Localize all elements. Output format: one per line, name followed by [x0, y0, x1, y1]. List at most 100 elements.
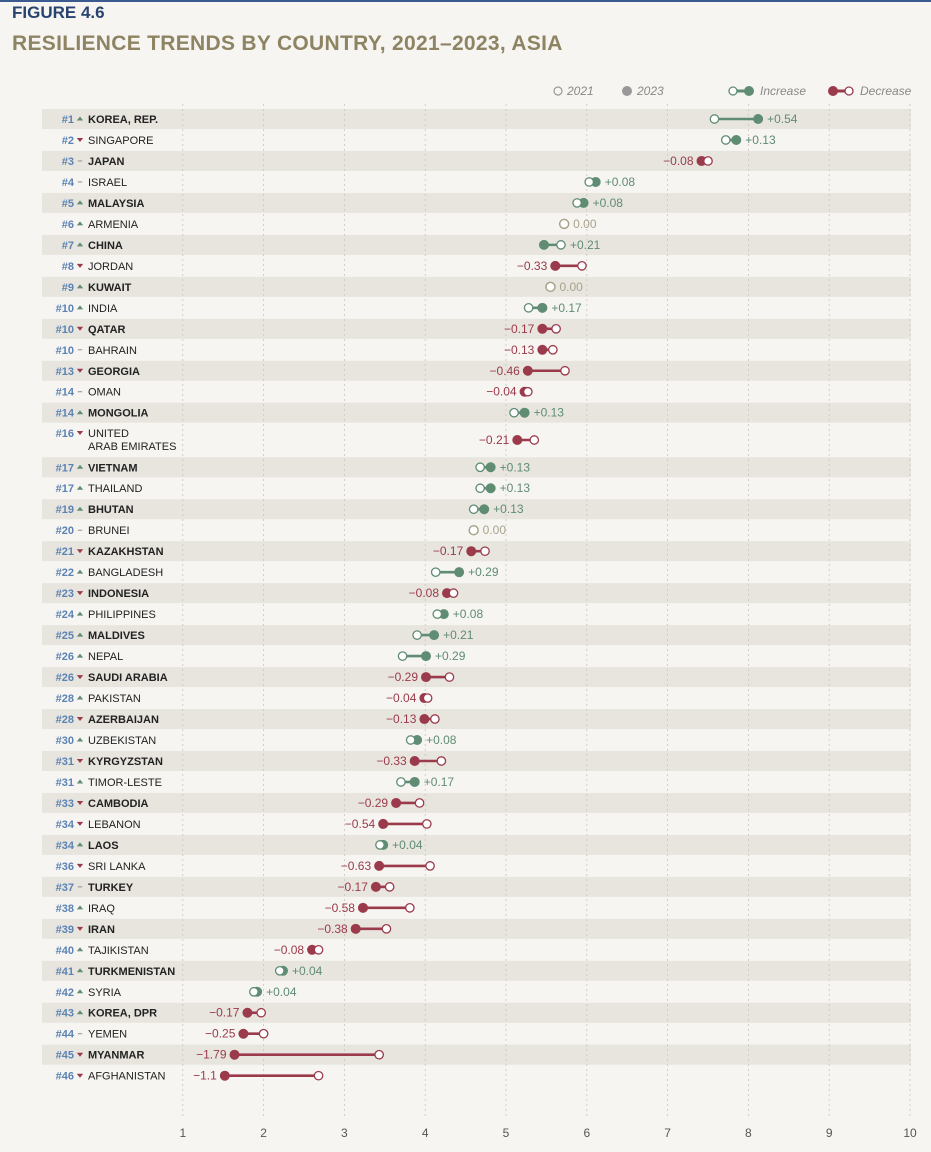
rank-label: #10: [56, 303, 74, 315]
value-2021-point: [522, 386, 533, 397]
rank-label: #28: [56, 714, 74, 726]
country-label: SINGAPORE: [88, 135, 153, 147]
chart-row: #10 QATAR −0.17: [56, 322, 561, 336]
rank-up-arrow-icon: [76, 464, 84, 469]
chart-row: #45 MYANMAR −1.79: [56, 1048, 384, 1062]
chart-row: #8 JORDAN −0.33: [62, 259, 587, 273]
chart-row: #44 YEMEN −0.25: [56, 1027, 269, 1041]
rank-label: #38: [56, 903, 74, 915]
rank-label: #34: [56, 840, 75, 852]
value-2021-point: [313, 944, 324, 955]
value-2021-point: [448, 588, 459, 598]
rank-label: #39: [56, 924, 74, 936]
country-label: THAILAND: [88, 483, 142, 495]
rank-up-arrow-icon: [76, 305, 84, 310]
change-value-label: −0.25: [205, 1027, 236, 1041]
value-2021-point: [468, 504, 479, 515]
value-2023-point: [537, 323, 548, 334]
change-value-label: 0.00: [559, 280, 583, 294]
rank-label: #37: [56, 882, 74, 894]
rank-up-arrow-icon: [76, 989, 84, 994]
value-2023-point: [479, 504, 490, 515]
rank-up-arrow-icon: [76, 737, 84, 742]
chart-row: #26 SAUDI ARABIA −0.29: [56, 670, 455, 684]
value-2023-point: [519, 407, 530, 418]
change-value-label: −0.21: [479, 433, 510, 447]
x-tick-label: 6: [583, 1126, 590, 1140]
chart-row: #38 IRAQ −0.58: [56, 901, 415, 915]
legend-increase-open: [728, 86, 738, 96]
rank-label: #10: [56, 324, 74, 336]
value-2021-point: [480, 546, 490, 557]
change-value-label: −0.58: [325, 901, 356, 915]
row-band: [42, 234, 911, 255]
x-axis-ticks: 1 2 3 4 5 6 7 8 9 10: [179, 1126, 917, 1140]
chart-row: #41 TURKMENISTAN +0.04: [56, 964, 323, 978]
country-label: SRI LANKA: [88, 861, 146, 873]
rank-label: #14: [56, 387, 75, 399]
row-band: [42, 1002, 911, 1023]
rank-down-arrow-icon: [76, 430, 84, 435]
country-label: AFGHANISTAN: [88, 1071, 165, 1083]
change-value-label: +0.54: [767, 112, 798, 126]
country-label: PAKISTAN: [88, 693, 141, 705]
change-value-label: +0.04: [266, 985, 297, 999]
chart-row: #24 PHILIPPINES +0.08: [56, 607, 484, 621]
country-label: JORDAN: [88, 261, 133, 273]
chart-row: #17 THAILAND +0.13: [56, 481, 531, 495]
value-2023-point: [229, 1049, 240, 1060]
value-2021-point: [313, 1070, 324, 1081]
row-band: [42, 834, 911, 855]
chart-row: #21 KAZAKHSTAN −0.17: [56, 544, 490, 558]
value-2023-point: [485, 483, 496, 494]
value-2023-point: [731, 134, 742, 145]
legend-increase-label: Increase: [760, 84, 806, 98]
rank-up-arrow-icon: [76, 632, 84, 637]
country-label: KOREA, REP.: [88, 114, 158, 126]
value-2023-point: [522, 365, 533, 376]
rank-label: #24: [56, 609, 75, 621]
chart-row: #9 KUWAIT 0.00: [62, 280, 583, 294]
chart-row: #31 KYRGYZSTAN −0.33: [56, 754, 447, 768]
rank-up-arrow-icon: [76, 116, 84, 121]
legend-decrease-label: Decrease: [860, 84, 912, 98]
country-label: MONGOLIA: [88, 408, 149, 420]
chart-row: #42 SYRIA +0.04: [56, 985, 297, 999]
legend-2023-label: 2023: [636, 84, 664, 98]
country-label: KAZAKHSTAN: [88, 546, 164, 558]
change-value-label: +0.04: [392, 838, 423, 852]
chart-row: #6 ARMENIA 0.00: [62, 217, 597, 231]
rank-label: #41: [56, 966, 74, 978]
value-2021-point: [577, 261, 587, 271]
rank-up-arrow-icon: [76, 284, 84, 289]
top-rule: [0, 0, 931, 2]
value-2023-point: [537, 344, 548, 355]
value-2023-point: [378, 818, 389, 829]
x-tick-label: 1: [179, 1126, 186, 1140]
rank-down-arrow-icon: [76, 758, 84, 763]
change-value-label: −0.33: [376, 754, 407, 768]
rank-label: #5: [62, 198, 74, 210]
value-2021-point: [412, 630, 422, 640]
row-band: [42, 360, 911, 381]
rank-down-arrow-icon: [76, 549, 84, 554]
country-label: UZBEKISTAN: [88, 735, 156, 747]
rank-label: #9: [62, 282, 74, 294]
change-value-label: −0.13: [386, 712, 417, 726]
rank-up-arrow-icon: [76, 947, 84, 952]
change-value-label: −0.08: [274, 943, 305, 957]
legend-2021-marker: [553, 86, 563, 96]
change-value-label: +0.13: [500, 481, 531, 495]
x-tick-label: 4: [422, 1126, 429, 1140]
x-tick-label: 8: [745, 1126, 752, 1140]
change-value-label: +0.29: [435, 649, 466, 663]
value-2021-point: [584, 177, 595, 187]
country-label: CHINA: [88, 240, 123, 252]
rank-down-arrow-icon: [76, 1052, 84, 1057]
change-value-label: −1.79: [196, 1048, 227, 1062]
row-band: [42, 583, 911, 604]
country-label: BHUTAN: [88, 504, 134, 516]
rank-label: #8: [62, 261, 74, 273]
value-2021-point: [375, 840, 385, 850]
value-2021-point: [430, 567, 441, 578]
